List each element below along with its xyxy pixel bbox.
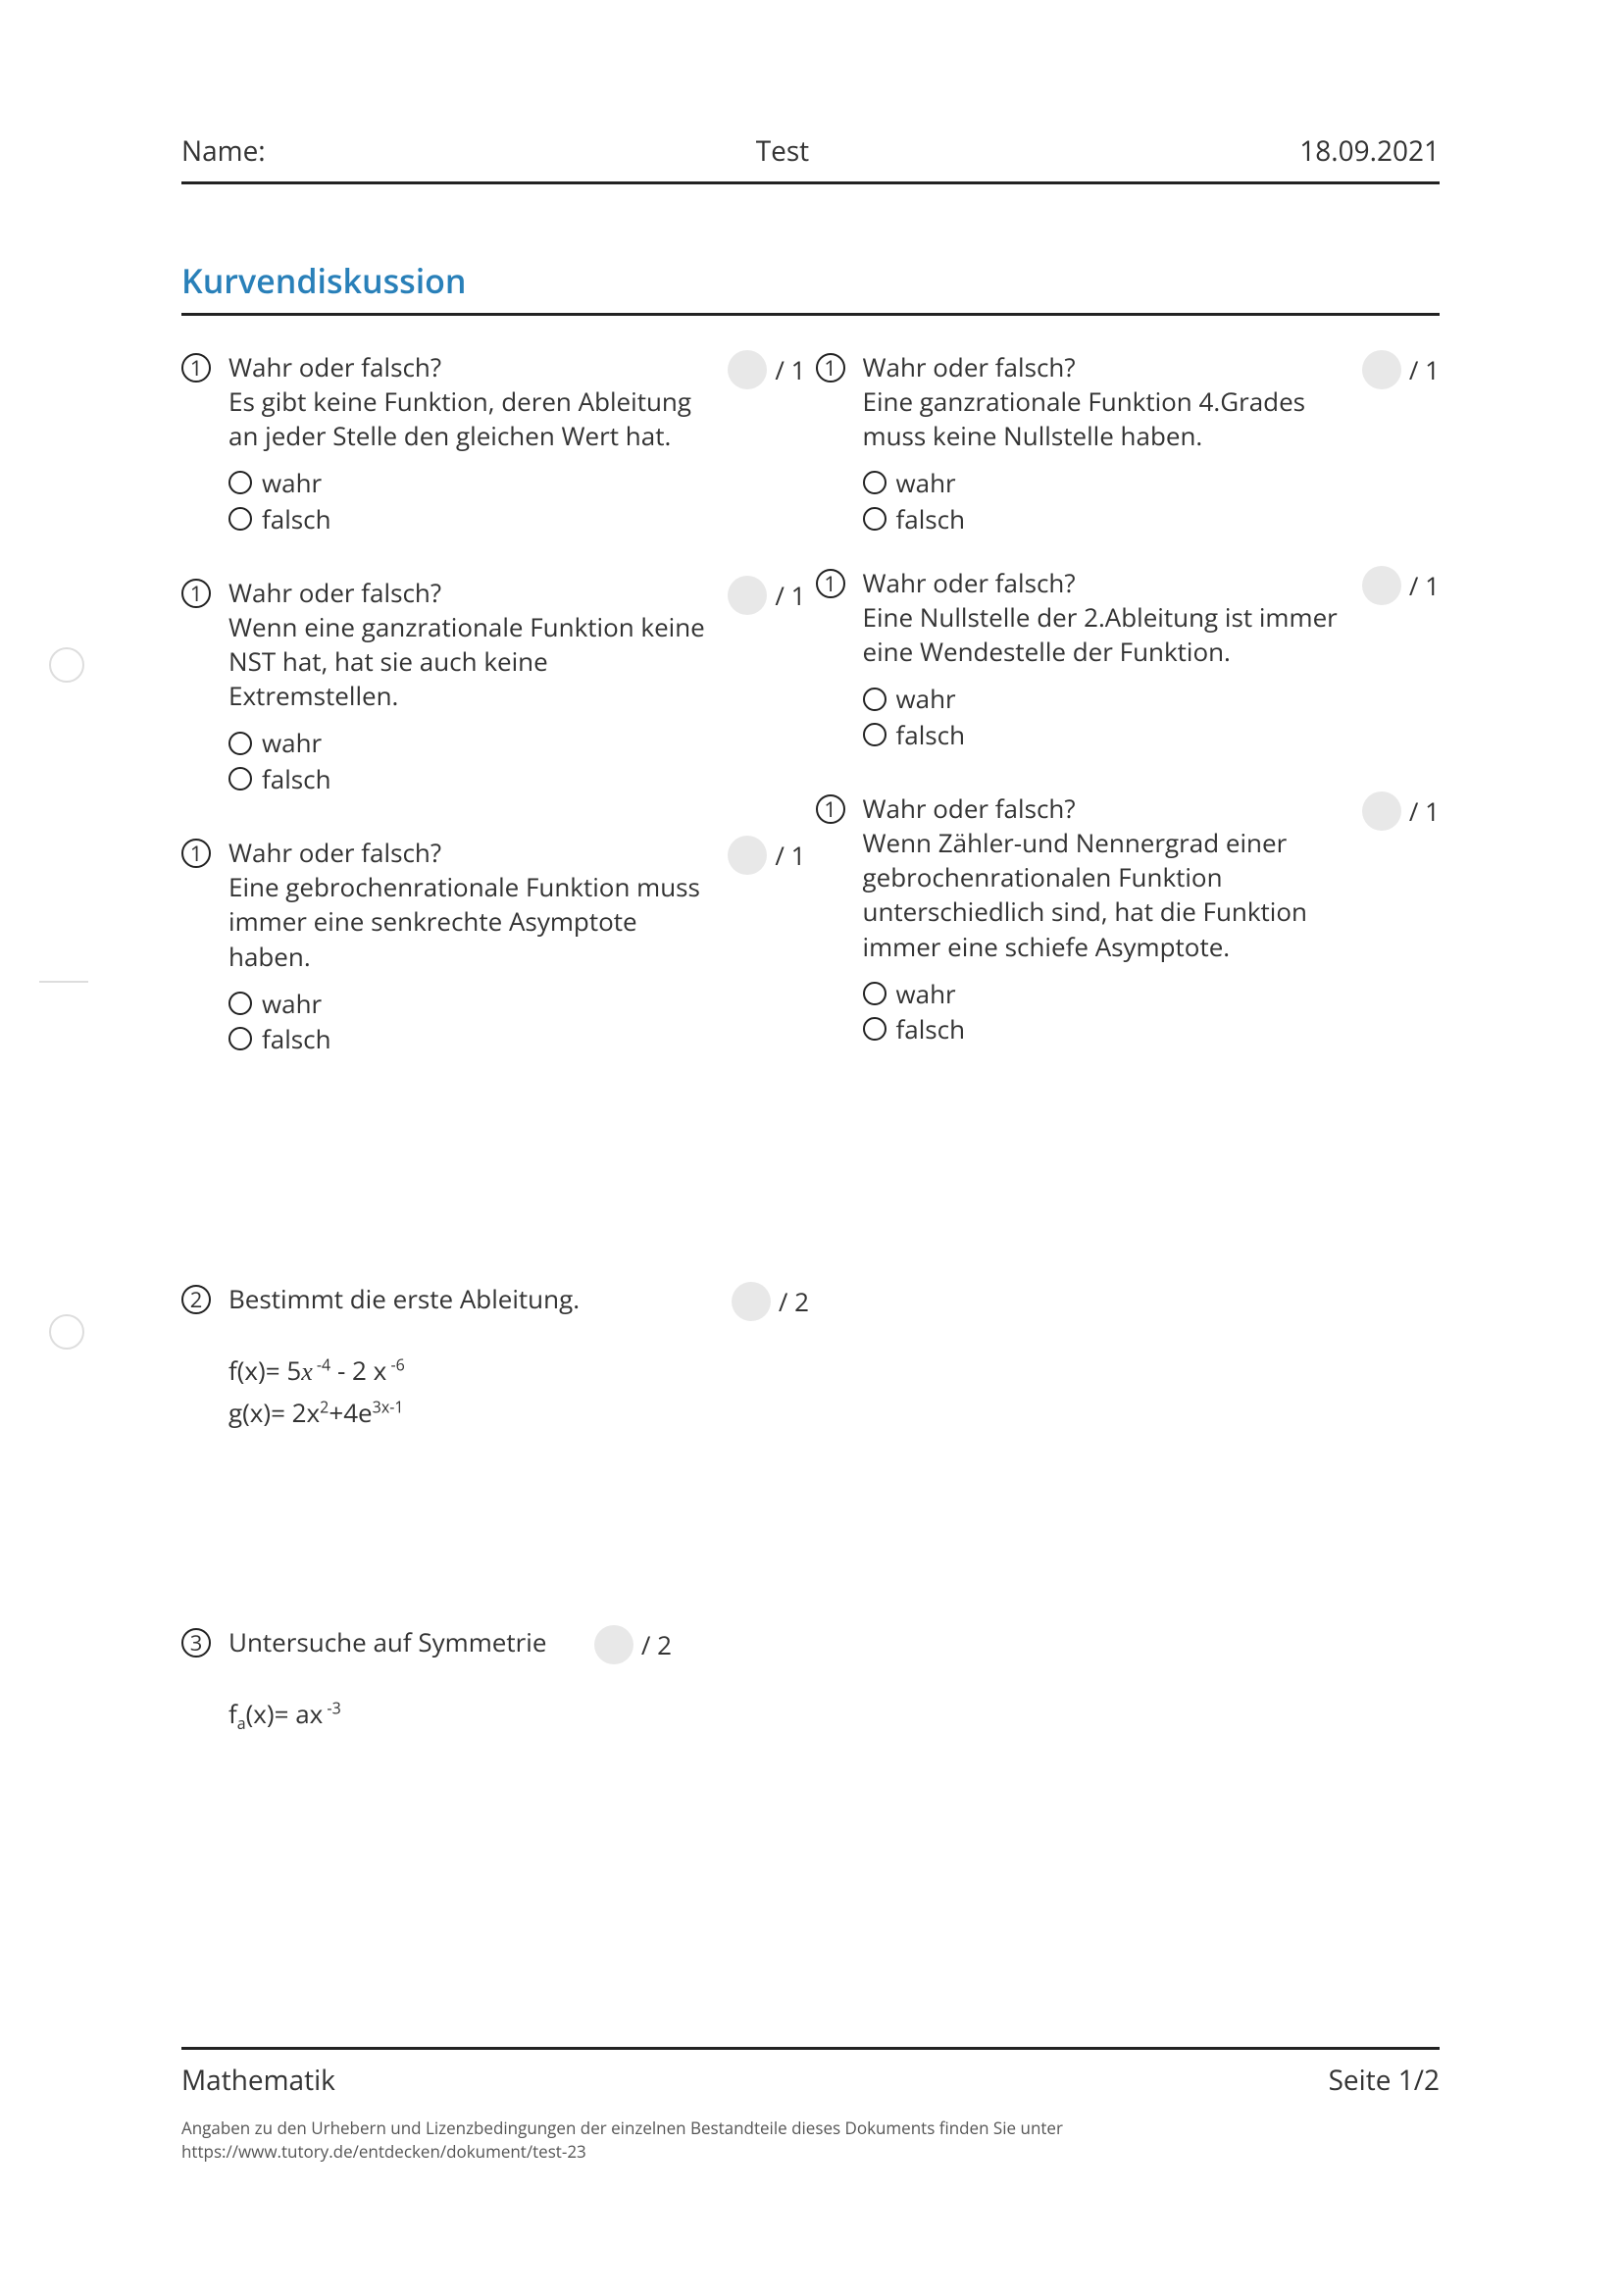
- option-wahr[interactable]: wahr: [863, 681, 1352, 716]
- radio-icon: [228, 1027, 252, 1050]
- page-footer: Mathematik Seite 1/2 Angaben zu den Urhe…: [181, 2047, 1440, 2164]
- question-text: Untersuche auf Symmetrie: [228, 1625, 584, 1659]
- question-number: 1: [816, 794, 845, 824]
- radio-icon: [863, 723, 886, 746]
- radio-icon: [863, 1017, 886, 1041]
- question-block: 1 Wahr oder falsch? Wenn eine ganzration…: [181, 576, 806, 796]
- question-block: 1 Wahr oder falsch? Eine gebrochenration…: [181, 836, 806, 1056]
- right-column: 1 Wahr oder falsch? Eine ganzrationale F…: [816, 350, 1441, 1096]
- question-number: 2: [181, 1285, 211, 1314]
- question-text: Wenn eine ganzrationale Funktion keine N…: [228, 610, 718, 713]
- question-prompt: Wahr oder falsch?: [228, 350, 718, 384]
- left-column: 1 Wahr oder falsch? Es gibt keine Funkti…: [181, 350, 806, 1096]
- points: / 1: [1362, 350, 1440, 389]
- question-number: 1: [816, 569, 845, 598]
- question-block: 1 Wahr oder falsch? Wenn Zähler-und Nenn…: [816, 791, 1441, 1046]
- points: / 2: [594, 1625, 672, 1664]
- points: / 2: [732, 1282, 809, 1321]
- radio-icon: [228, 507, 252, 531]
- option-wahr[interactable]: wahr: [228, 986, 718, 1021]
- radio-icon: [863, 507, 886, 531]
- question-block: 1 Wahr oder falsch? Eine ganzrationale F…: [816, 350, 1441, 536]
- formula-block: f(x)= 5x -4 - 2 x -6 g(x)= 2x2+4e3x-1: [228, 1351, 1440, 1433]
- question-text: Wenn Zähler-und Nennergrad einer gebroch…: [863, 826, 1352, 963]
- question-prompt: Wahr oder falsch?: [863, 566, 1352, 600]
- question-block: 2 Bestimmt die erste Ableitung. / 2: [181, 1282, 809, 1321]
- question-text: Eine ganzrationale Funktion 4.Grades mus…: [863, 384, 1352, 453]
- header-date: 18.09.2021: [1299, 132, 1440, 170]
- radio-icon: [863, 982, 886, 1005]
- footer-note-line1: Angaben zu den Urhebern und Lizenzbeding…: [181, 2117, 1063, 2139]
- question-prompt: Wahr oder falsch?: [863, 791, 1352, 826]
- fold-mark: [39, 981, 88, 983]
- punch-hole: [49, 1314, 84, 1350]
- question-text: Eine Nullstelle der 2.Ableitung ist imme…: [863, 600, 1352, 669]
- question-number: 1: [181, 579, 211, 608]
- radio-icon: [863, 688, 886, 711]
- option-wahr[interactable]: wahr: [228, 725, 718, 760]
- radio-icon: [863, 471, 886, 494]
- question-prompt: Wahr oder falsch?: [228, 576, 718, 610]
- option-wahr[interactable]: wahr: [863, 465, 1352, 500]
- question-number: 3: [181, 1628, 211, 1658]
- question-prompt: Wahr oder falsch?: [228, 836, 718, 870]
- radio-icon: [228, 732, 252, 755]
- option-falsch[interactable]: falsch: [863, 1011, 1352, 1046]
- question-text: Eine gebrochenrationale Funktion muss im…: [228, 870, 718, 973]
- header-center: Test: [756, 132, 809, 170]
- option-wahr[interactable]: wahr: [228, 465, 718, 500]
- option-falsch[interactable]: falsch: [863, 501, 1352, 536]
- points: / 1: [1362, 791, 1440, 831]
- option-falsch[interactable]: falsch: [228, 501, 718, 536]
- question-block: 3 Untersuche auf Symmetrie / 2: [181, 1625, 672, 1664]
- footer-page: Seite 1/2: [1329, 2062, 1440, 2099]
- footer-subject: Mathematik: [181, 2062, 335, 2099]
- footer-note-line2: https://www.tutory.de/entdecken/dokument…: [181, 2140, 586, 2163]
- question-block: 1 Wahr oder falsch? Eine Nullstelle der …: [816, 566, 1441, 752]
- option-falsch[interactable]: falsch: [228, 761, 718, 796]
- punch-hole: [49, 647, 84, 683]
- question-prompt: Wahr oder falsch?: [863, 350, 1352, 384]
- radio-icon: [228, 471, 252, 494]
- option-wahr[interactable]: wahr: [863, 976, 1352, 1011]
- points: / 1: [1362, 566, 1440, 605]
- question-block: 1 Wahr oder falsch? Es gibt keine Funkti…: [181, 350, 806, 536]
- question-number: 1: [816, 353, 845, 383]
- points: / 1: [728, 350, 805, 389]
- radio-icon: [228, 992, 252, 1015]
- radio-icon: [228, 767, 252, 791]
- points: / 1: [728, 576, 805, 615]
- name-label: Name:: [181, 132, 266, 170]
- option-falsch[interactable]: falsch: [863, 717, 1352, 752]
- option-falsch[interactable]: falsch: [228, 1021, 718, 1056]
- question-number: 1: [181, 839, 211, 868]
- question-number: 1: [181, 353, 211, 383]
- question-text: Es gibt keine Funktion, deren Ableitung …: [228, 384, 718, 453]
- points: / 1: [728, 836, 805, 875]
- formula-block: fa(x)= ax -3: [228, 1694, 1440, 1737]
- question-text: Bestimmt die erste Ableitung.: [228, 1282, 722, 1316]
- section-title: Kurvendiskussion: [181, 258, 1440, 316]
- page-header: Name: Test 18.09.2021: [181, 132, 1440, 184]
